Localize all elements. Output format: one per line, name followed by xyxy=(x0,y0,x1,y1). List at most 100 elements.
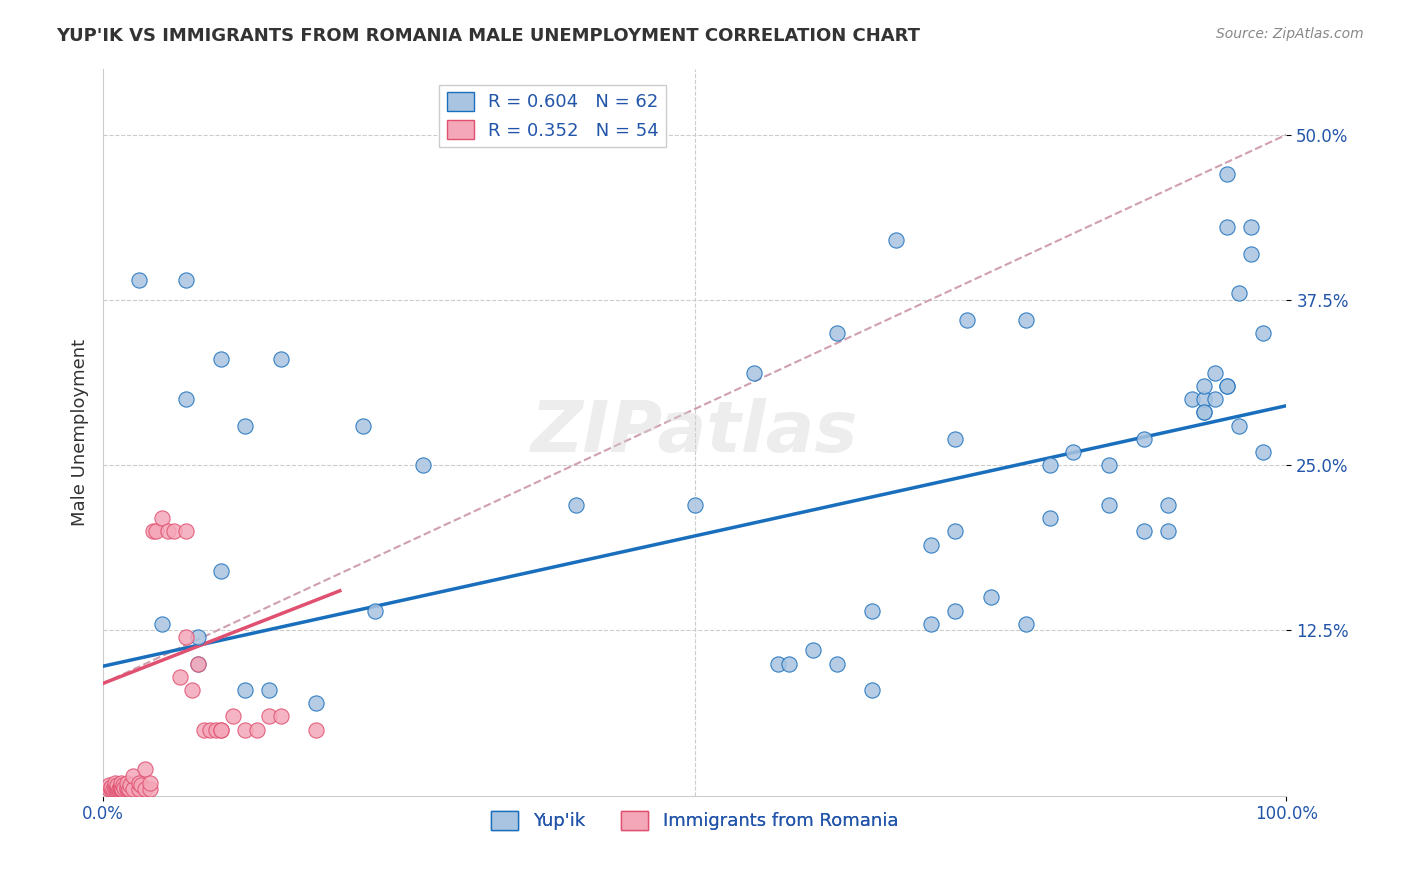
Point xyxy=(174,524,197,539)
Point xyxy=(112,778,135,792)
Point xyxy=(943,524,966,539)
Point xyxy=(115,780,138,794)
Point xyxy=(778,657,800,671)
Point xyxy=(825,326,848,340)
Point xyxy=(111,782,134,797)
Point xyxy=(860,604,883,618)
Point xyxy=(1216,167,1239,181)
Point xyxy=(1039,511,1062,525)
Point xyxy=(683,498,706,512)
Point xyxy=(1015,312,1038,326)
Point xyxy=(956,312,979,326)
Point xyxy=(246,723,269,737)
Point xyxy=(943,432,966,446)
Point xyxy=(211,723,233,737)
Point xyxy=(104,775,127,789)
Point xyxy=(1157,498,1180,512)
Point xyxy=(211,723,233,737)
Point xyxy=(107,782,129,797)
Point xyxy=(860,683,883,698)
Point xyxy=(1157,524,1180,539)
Point xyxy=(139,775,162,789)
Point xyxy=(1216,379,1239,393)
Point xyxy=(98,782,121,797)
Point xyxy=(121,782,143,797)
Point xyxy=(1098,458,1121,473)
Point xyxy=(101,782,124,797)
Point xyxy=(157,524,180,539)
Point xyxy=(742,366,765,380)
Point xyxy=(1240,220,1263,235)
Point xyxy=(270,709,292,723)
Point xyxy=(257,709,280,723)
Point xyxy=(920,537,942,551)
Point xyxy=(187,657,209,671)
Point xyxy=(412,458,434,473)
Point xyxy=(1227,286,1250,301)
Point xyxy=(353,418,375,433)
Point xyxy=(100,782,122,797)
Point xyxy=(105,780,128,794)
Text: Source: ZipAtlas.com: Source: ZipAtlas.com xyxy=(1216,27,1364,41)
Point xyxy=(118,782,141,797)
Point xyxy=(150,616,173,631)
Point xyxy=(943,604,966,618)
Legend: Yup'ik, Immigrants from Romania: Yup'ik, Immigrants from Romania xyxy=(484,804,905,838)
Point xyxy=(211,564,233,578)
Point xyxy=(1062,445,1084,459)
Point xyxy=(198,723,221,737)
Point xyxy=(134,762,156,776)
Point xyxy=(1240,246,1263,260)
Point xyxy=(110,782,132,797)
Point xyxy=(105,782,128,797)
Point xyxy=(139,782,162,797)
Text: ZIPatlas: ZIPatlas xyxy=(531,398,859,467)
Point xyxy=(204,723,226,737)
Point xyxy=(222,709,245,723)
Point xyxy=(174,273,197,287)
Point xyxy=(187,657,209,671)
Point xyxy=(187,630,209,644)
Point xyxy=(142,524,165,539)
Point xyxy=(174,392,197,406)
Point xyxy=(105,778,128,792)
Point xyxy=(270,352,292,367)
Point xyxy=(1251,326,1274,340)
Point xyxy=(364,604,387,618)
Point xyxy=(163,524,186,539)
Point xyxy=(565,498,588,512)
Point xyxy=(174,630,197,644)
Point xyxy=(128,273,150,287)
Point xyxy=(1015,616,1038,631)
Point xyxy=(145,524,167,539)
Point xyxy=(233,418,256,433)
Point xyxy=(108,780,131,795)
Point xyxy=(1133,524,1156,539)
Point xyxy=(104,780,127,794)
Point xyxy=(1216,220,1239,235)
Point xyxy=(1181,392,1204,406)
Point xyxy=(180,683,202,698)
Point xyxy=(233,683,256,698)
Point xyxy=(128,775,150,789)
Point xyxy=(1039,458,1062,473)
Point xyxy=(1204,366,1226,380)
Point xyxy=(150,511,173,525)
Point xyxy=(112,780,135,795)
Point xyxy=(1098,498,1121,512)
Point xyxy=(1192,405,1215,419)
Point xyxy=(1204,392,1226,406)
Point xyxy=(305,723,328,737)
Point xyxy=(1192,405,1215,419)
Point xyxy=(115,775,138,789)
Point xyxy=(920,616,942,631)
Point xyxy=(104,782,127,797)
Point xyxy=(1216,379,1239,393)
Point xyxy=(193,723,215,737)
Point xyxy=(766,657,789,671)
Point xyxy=(257,683,280,698)
Point xyxy=(1192,379,1215,393)
Point xyxy=(1192,392,1215,406)
Point xyxy=(134,782,156,797)
Text: YUP'IK VS IMMIGRANTS FROM ROMANIA MALE UNEMPLOYMENT CORRELATION CHART: YUP'IK VS IMMIGRANTS FROM ROMANIA MALE U… xyxy=(56,27,921,45)
